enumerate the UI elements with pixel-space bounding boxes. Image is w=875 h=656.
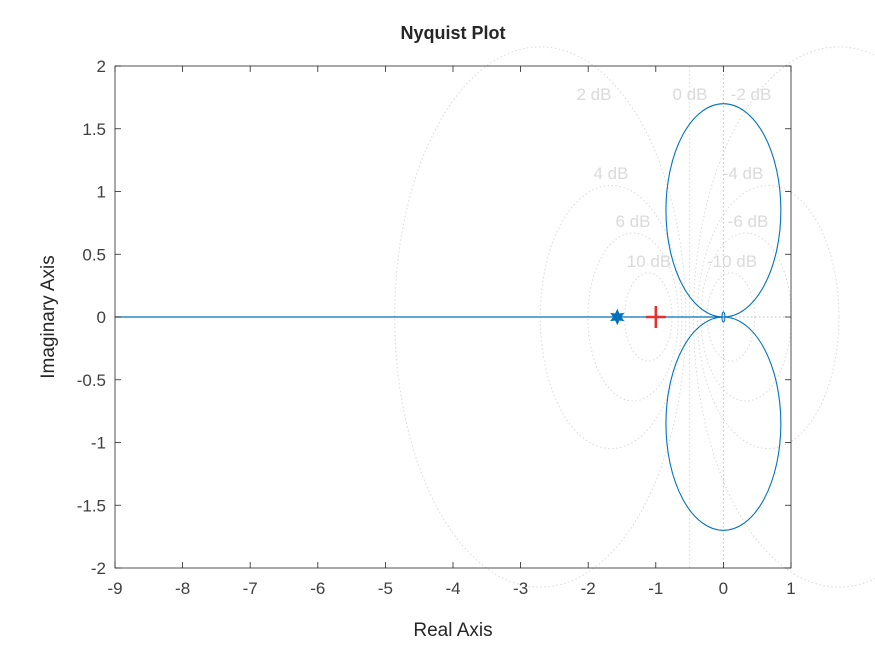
curve-small-loop [721,311,726,323]
grid-label-db: -6 dB [728,212,769,231]
y-tick-label: -1.5 [77,496,106,515]
x-tick-label: -9 [107,579,122,598]
x-tick-label: -3 [513,579,528,598]
grid-label-db: 2 dB [577,85,612,104]
x-tick-label: -8 [175,579,190,598]
grid-label-db: 10 dB [627,252,671,271]
x-tick-label: -6 [310,579,325,598]
x-axis-label: Real Axis [413,620,492,641]
y-tick-label: 0.5 [82,245,106,264]
x-tick-label: -4 [445,579,460,598]
y-tick-label: 1.5 [82,120,106,139]
nyquist-curves [115,103,782,531]
chart-title: Nyquist Plot [400,23,505,43]
x-tick-label: -7 [243,579,258,598]
y-tick-label: 2 [97,57,106,76]
y-tick-label: -2 [91,559,106,578]
m-circle-labels: 2 dB 0 dB -2 dB 4 dB -4 dB 6 dB -6 dB 10 dB -10 … [577,85,772,271]
grid-label-db: -2 dB [731,85,772,104]
y-tick-label: 1 [97,183,106,202]
x-tick-label: -5 [378,579,393,598]
y-axis-label: Imaginary Axis [38,255,59,379]
y-tick-label: -1 [91,434,106,453]
x-tick-label: -2 [581,579,596,598]
y-tick-label: 0 [97,308,106,327]
grid-label-db: 0 dB [673,85,708,104]
grid-circle [693,46,875,588]
marker-star [610,308,625,326]
axis-ticks: -9 -8 -7 -6 -5 -4 -3 -2 -1 0 1 -2 -1.5 -1 -0.5 0 0.5 1 1.5… [77,57,796,598]
x-tick-label: 1 [786,579,795,598]
x-tick-label: 0 [719,579,728,598]
curve-lower-lobe [665,316,782,531]
grid-label-db: -4 dB [723,164,764,183]
x-tick-label: -1 [648,579,663,598]
y-tick-label: -0.5 [77,371,106,390]
grid-label-db: 4 dB [594,164,629,183]
grid-label-db: 6 dB [616,212,651,231]
grid-label-db: -10 dB [707,252,757,271]
